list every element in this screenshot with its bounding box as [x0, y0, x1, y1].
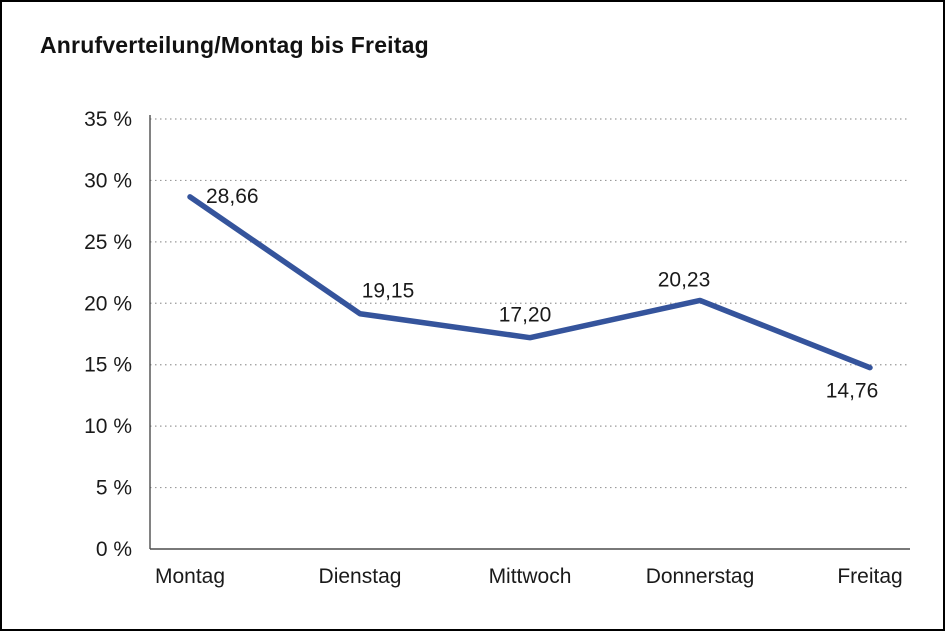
data-label: 14,76: [826, 380, 879, 403]
y-tick-label: 5 %: [96, 477, 132, 500]
x-category-label: Dienstag: [319, 565, 402, 588]
y-tick-label: 0 %: [96, 538, 132, 561]
data-label: 17,20: [499, 304, 552, 327]
x-category-label: Montag: [155, 565, 225, 588]
data-label: 19,15: [362, 280, 415, 303]
x-category-label: Freitag: [837, 565, 902, 588]
data-label: 28,66: [206, 185, 259, 208]
y-tick-label: 20 %: [84, 292, 132, 315]
x-category-label: Mittwoch: [489, 565, 572, 588]
y-tick-label: 10 %: [84, 415, 132, 438]
chart-title: Anrufverteilung/Montag bis Freitag: [40, 32, 429, 58]
y-tick-label: 30 %: [84, 169, 132, 192]
y-tick-label: 15 %: [84, 354, 132, 377]
data-label: 20,23: [658, 268, 711, 291]
y-tick-label: 35 %: [84, 108, 132, 131]
x-category-label: Donnerstag: [646, 565, 755, 588]
series-line: [187, 194, 873, 371]
y-tick-label: 25 %: [84, 231, 132, 254]
